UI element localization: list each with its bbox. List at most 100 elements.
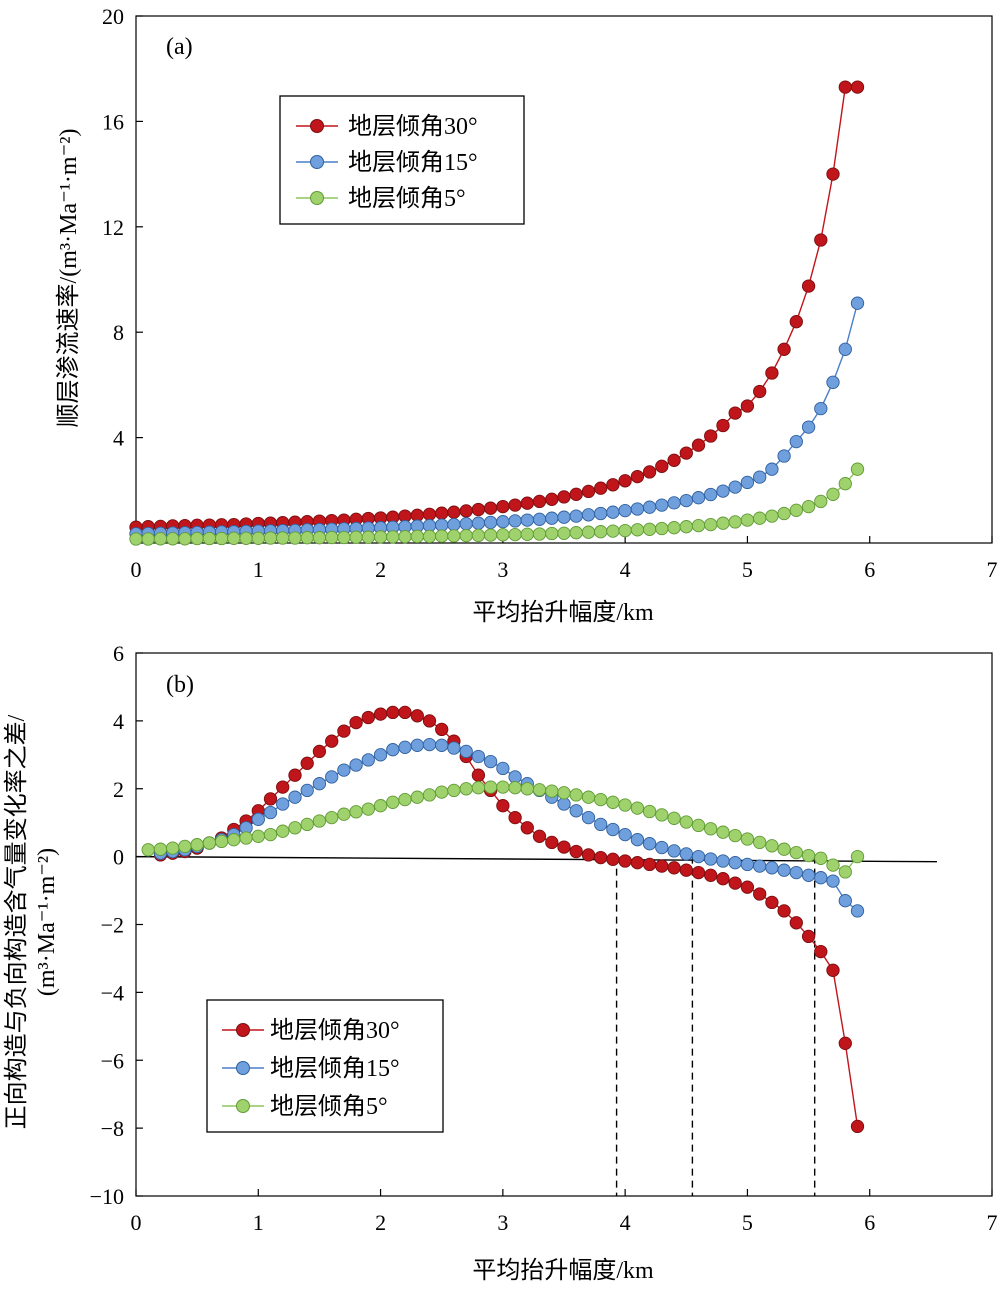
panel-b-point-5 [520, 782, 534, 796]
panel-b-point-30 [569, 844, 583, 859]
panel-b-point-30 [642, 857, 657, 872]
panel-b-point-5 [276, 824, 290, 838]
panel-a-point-5 [508, 527, 522, 542]
panel-b-point-30 [337, 724, 351, 738]
panel-b-point-15 [337, 763, 351, 777]
panel-a-point-15 [838, 342, 852, 356]
panel-b-point-30 [532, 829, 547, 843]
panel-a-point-5 [594, 525, 608, 539]
panel-a-legend-label-5: 地层倾角5° [348, 185, 466, 212]
panel-b-point-15 [569, 804, 583, 818]
panel-a-point-5 [826, 487, 840, 501]
panel-a-point-15 [569, 509, 583, 523]
panel-a-point-15 [679, 493, 693, 508]
panel-b-point-30 [508, 810, 522, 825]
panel-b-point-5 [508, 781, 522, 795]
panel-b-y-tick-label: 0 [113, 845, 124, 870]
panel-a-point-5 [850, 462, 865, 476]
panel-b-point-30 [667, 861, 681, 875]
panel-a-point-15 [655, 498, 669, 512]
panel-b-point-5 [214, 834, 229, 849]
panel-a-point-5 [239, 531, 253, 545]
panel-b-point-15 [386, 743, 400, 757]
panel-b-point-15 [263, 805, 278, 820]
panel-b-point-15 [679, 847, 693, 861]
panel-b-point-5 [557, 786, 571, 800]
panel-a-point-5 [740, 513, 755, 527]
panel-a-point-5 [838, 477, 852, 491]
panel-b-y-tick-label: 6 [113, 641, 124, 666]
panel-b-point-5 [190, 838, 204, 852]
panel-a-x-tick-label: 2 [375, 557, 386, 582]
panel-b-point-5 [496, 780, 510, 794]
panel-a-point-5 [325, 530, 339, 545]
panel-a-point-30 [422, 507, 437, 521]
panel-a-point-15 [667, 496, 681, 510]
panel-a-point-5 [190, 531, 204, 546]
panel-a-point-15 [483, 515, 498, 530]
panel-a-point-15 [435, 518, 449, 532]
panel-b-y-tick-label: −10 [90, 1184, 124, 1209]
panel-a-point-30 [679, 446, 693, 460]
panel-a-point-30 [801, 279, 816, 293]
panel-a-point-5 [202, 531, 217, 546]
panel-b-point-5 [471, 781, 486, 795]
panel-a-point-5 [618, 523, 632, 538]
panel-a-point-5 [129, 532, 143, 546]
panel-a-point-30 [753, 384, 767, 399]
panel-a-point-5 [263, 531, 278, 545]
panel-b-point-5 [373, 799, 388, 813]
panel-a-point-30 [814, 233, 828, 247]
panel-a-point-5 [691, 518, 706, 533]
panel-a-point-15 [801, 420, 816, 434]
panel-a-point-15 [557, 510, 571, 524]
panel-b-point-5 [740, 832, 755, 846]
panel-b-point-30 [325, 734, 339, 748]
panel-b-point-15 [826, 874, 840, 888]
panel-a-point-15 [459, 517, 473, 531]
panel-b-point-15 [801, 868, 816, 882]
panel-a-point-30 [728, 406, 742, 420]
panel-b-point-15 [728, 856, 742, 870]
panel-a-legend-marker-5 [310, 191, 324, 205]
panel-b-point-5 [679, 815, 693, 829]
panel-b-point-30 [581, 848, 596, 862]
panel-a-point-5 [728, 515, 742, 529]
panel-b-point-30 [728, 876, 742, 890]
panel-b-point-30 [765, 895, 779, 910]
panel-b-legend-label-5: 地层倾角5° [270, 1093, 388, 1120]
panel-a-point-5 [545, 526, 559, 541]
panel-a-legend-marker-30 [310, 119, 324, 133]
panel-a-y-tick-label: 8 [113, 320, 124, 345]
panel-b-point-30 [777, 904, 791, 918]
panel-a-legend: 地层倾角30° 地层倾角15° 地层倾角5° [279, 95, 525, 225]
panel-b-point-30 [312, 744, 327, 759]
panel-b-point-30 [361, 710, 375, 725]
panel-b-point-15 [777, 863, 791, 877]
panel-b-point-5 [141, 843, 155, 857]
panel-b-point-30 [850, 1119, 865, 1134]
panel-a-point-5 [557, 526, 571, 540]
panel-a-point-5 [642, 522, 657, 536]
panel-b-x-tick-label: 3 [497, 1210, 508, 1235]
panel-b-point-15 [618, 827, 632, 842]
panel-a-point-5 [532, 527, 547, 541]
panel-b-x-tick-label: 2 [375, 1210, 386, 1235]
panel-a-point-15 [581, 508, 596, 522]
panel-b-point-15 [312, 777, 327, 791]
panel-a-x-tick-label: 0 [131, 557, 142, 582]
panel-a-point-30 [508, 498, 522, 512]
panel-b-point-15 [557, 797, 571, 811]
panel-a-point-5 [814, 494, 828, 509]
panel-b-point-5 [532, 783, 547, 797]
panel-a-point-5 [300, 531, 314, 545]
panel-a-point-30 [704, 429, 718, 443]
panel-a-point-15 [740, 475, 755, 490]
panel-b-point-5 [459, 782, 473, 796]
panel-b-point-5 [435, 785, 449, 799]
panel-b-point-5 [789, 845, 803, 860]
panel-a-point-5 [789, 503, 803, 517]
panel-a-x-tick-label: 3 [497, 557, 508, 582]
panel-b-point-30 [606, 852, 620, 866]
